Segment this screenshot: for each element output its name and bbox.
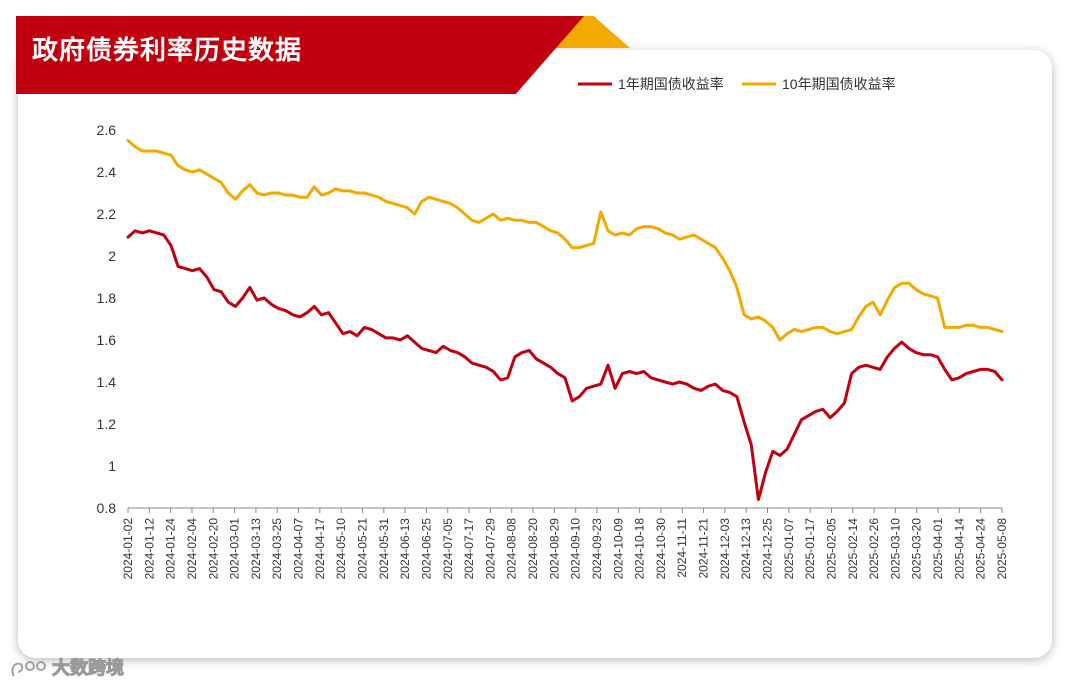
x-tick-label: 2025-05-08 [995, 518, 1009, 580]
x-tick-label: 2024-07-05 [441, 518, 455, 580]
x-tick-label: 2024-09-10 [569, 518, 583, 580]
y-tick-label: 2.6 [97, 122, 117, 138]
y-tick-label: 1.2 [97, 416, 117, 432]
y-tick-label: 2 [108, 248, 116, 264]
y-tick-label: 1.6 [97, 332, 117, 348]
series-line-1 [126, 139, 1004, 342]
x-tick-label: 2024-08-20 [526, 518, 540, 580]
x-tick-label: 2024-10-18 [633, 518, 647, 580]
x-tick-label: 2024-05-31 [377, 518, 391, 580]
x-tick-label: 2025-04-14 [952, 518, 966, 580]
x-tick-label: 2024-04-17 [313, 518, 327, 580]
x-tick-label: 2024-04-07 [292, 518, 306, 580]
x-tick-label: 2024-12-13 [739, 518, 753, 580]
x-tick-label: 2024-07-29 [483, 518, 497, 580]
x-tick-label: 2024-03-25 [270, 518, 284, 580]
x-tick-label: 2024-10-30 [654, 518, 668, 580]
chart-card [18, 50, 1052, 658]
x-tick-label: 2024-03-13 [249, 518, 263, 580]
legend-label-0: 1年期国债收益率 [618, 76, 724, 92]
y-tick-label: 2.4 [97, 164, 117, 180]
x-tick-label: 2024-05-10 [334, 518, 348, 580]
x-tick-label: 2024-02-20 [206, 518, 220, 580]
x-tick-label: 2024-09-23 [590, 518, 604, 580]
x-tick-label: 2025-04-01 [931, 518, 945, 580]
x-tick-label: 2024-11-21 [697, 518, 711, 579]
x-tick-label: 2024-01-12 [142, 518, 156, 580]
legend-label-1: 10年期国债收益率 [782, 76, 896, 92]
legend: 1年期国债收益率 10年期国债收益率 [578, 76, 896, 92]
y-tick-label: 2.2 [97, 206, 117, 222]
x-tick-label: 2024-01-02 [121, 518, 135, 580]
x-tick-label: 2024-11-11 [675, 518, 689, 578]
series-layer [126, 139, 1004, 502]
y-tick-label: 1.8 [97, 290, 117, 306]
series-line-0 [126, 229, 1004, 502]
x-tick-label: 2024-08-08 [505, 518, 519, 580]
x-tick-label: 2024-01-24 [164, 518, 178, 580]
x-tick-label: 2025-01-17 [803, 518, 817, 580]
x-tick-label: 2024-07-17 [462, 518, 476, 580]
page-title: 政府债券利率历史数据 [32, 36, 303, 66]
y-tick-label: 0.8 [97, 500, 117, 516]
x-tick-label: 2025-03-10 [888, 518, 902, 580]
x-tick-label: 2025-02-14 [846, 518, 860, 580]
y-axis: 2.6 2.4 2.2 2 1.8 1.6 1.4 1.2 1 0.8 [97, 122, 117, 516]
x-tick-label: 2024-05-21 [355, 518, 369, 580]
x-tick-label: 2024-08-29 [547, 518, 561, 580]
x-tick-label: 2024-06-13 [398, 518, 412, 580]
x-tick-label: 2024-03-01 [228, 518, 242, 580]
x-tick-label: 2025-02-26 [867, 518, 881, 580]
x-tick-label: 2024-12-25 [761, 518, 775, 580]
x-tick-label: 2025-03-20 [910, 518, 924, 580]
y-tick-label: 1.4 [97, 374, 117, 390]
y-tick-label: 1 [108, 458, 116, 474]
title-banner [16, 16, 584, 94]
x-tick-label: 2025-04-24 [974, 518, 988, 580]
watermark-logo-icon [11, 661, 46, 677]
x-tick-label: 2024-10-09 [611, 518, 625, 580]
x-tick-label: 2025-02-05 [824, 518, 838, 580]
x-tick-label: 2024-02-04 [185, 518, 199, 580]
x-tick-label: 2024-12-03 [718, 518, 732, 580]
x-tick-label: 2024-06-25 [419, 518, 433, 580]
watermark-text: 大数跨境 [52, 658, 125, 680]
x-axis: 2024-01-02 2024-01-12 2024-01-24 2024-02-04… [121, 507, 1009, 580]
x-tick-label: 2025-01-07 [782, 518, 796, 580]
